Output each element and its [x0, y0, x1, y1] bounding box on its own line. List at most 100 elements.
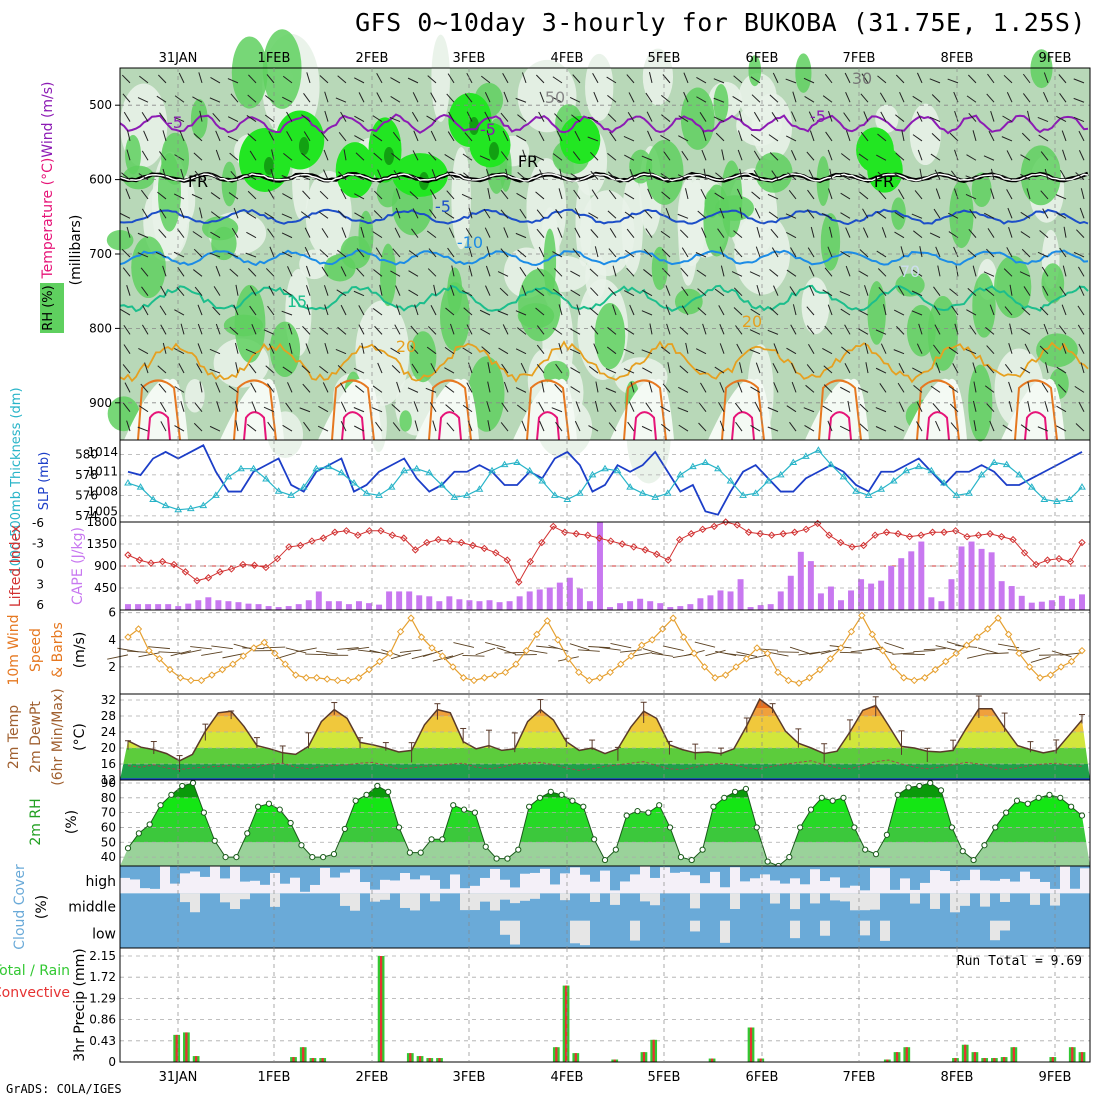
wind-barb — [213, 286, 221, 296]
lifted-index-point — [1078, 538, 1086, 547]
rh-point — [406, 849, 413, 856]
lifted-index-point — [342, 527, 351, 535]
wind-barb — [340, 111, 347, 122]
wind-barb — [929, 78, 941, 84]
wind-barb — [536, 267, 545, 277]
wind-barb — [281, 310, 293, 316]
wind-barb — [587, 116, 599, 123]
wind-barb — [627, 421, 635, 432]
wind-barb — [1007, 207, 1013, 219]
wind-speed-point — [858, 611, 866, 620]
legend-rain: Total / Rain — [0, 963, 70, 979]
wind-barb-10m — [107, 654, 129, 660]
lifted-index-point — [767, 531, 776, 539]
wind-barb — [738, 110, 743, 122]
rh-moist-area — [1030, 49, 1053, 89]
wind-barb — [515, 97, 527, 103]
wind-barb — [623, 368, 635, 374]
wind-barb — [609, 228, 617, 238]
thickness-point — [751, 489, 760, 496]
y-tick-label-left: 3 — [36, 578, 44, 592]
wind-barb — [173, 193, 185, 200]
wind-barb — [911, 310, 923, 316]
cape-bar — [647, 601, 654, 610]
wind-barb — [193, 248, 203, 258]
wind-barb — [410, 325, 419, 335]
lifted-index-point — [480, 544, 489, 553]
wind-barb — [967, 249, 977, 258]
cloud-level-label: low — [92, 927, 116, 943]
wind-barb — [685, 188, 689, 200]
wind-barb — [157, 365, 167, 374]
wind-barb — [606, 346, 617, 355]
wind-barb — [288, 323, 293, 335]
wind-barb — [196, 363, 203, 374]
thickness-point — [827, 460, 835, 468]
wind-speed-point — [889, 663, 898, 671]
wind-barb — [430, 304, 437, 316]
wind-barb — [209, 368, 221, 374]
thickness-point — [1078, 483, 1086, 490]
cloud-mid-gap — [980, 893, 990, 907]
temp-contour-20 — [119, 340, 1089, 384]
cloud-high-cell — [750, 866, 760, 879]
rh-point — [753, 824, 760, 831]
wind-barb — [319, 365, 329, 374]
wind-barb — [803, 77, 815, 84]
wind-barb — [411, 363, 419, 374]
wind-barb — [968, 112, 977, 122]
rh-moist-area — [107, 396, 140, 432]
rh-point — [1078, 812, 1086, 819]
wind-barb — [700, 382, 707, 393]
wind-barb — [696, 77, 707, 84]
cloud-low-gap — [570, 920, 580, 944]
wind-barb — [287, 266, 293, 277]
wind-barb — [515, 310, 527, 316]
wind-barb — [665, 285, 671, 296]
rh-dry-area — [185, 379, 205, 413]
cloud-high-cell — [720, 866, 730, 888]
wind-barb — [394, 324, 401, 335]
wind-speed-point — [1015, 649, 1023, 658]
wind-barb — [987, 73, 995, 84]
wind-barb — [1020, 173, 1031, 181]
wind-barb-10m — [599, 646, 621, 651]
wind-barb — [432, 420, 437, 432]
rh-point — [927, 779, 934, 787]
y-tick-label: 1.29 — [89, 991, 116, 1005]
wind-barb — [1008, 227, 1013, 238]
wind-barb — [713, 78, 725, 84]
wind-barb — [373, 345, 383, 355]
wind-barb — [122, 267, 131, 277]
wind-barb — [570, 367, 581, 374]
wind-barb — [123, 344, 131, 354]
wind-barb — [608, 287, 617, 297]
cape-bar — [155, 604, 162, 610]
rh-moist-area — [234, 284, 266, 363]
wind-barb — [714, 366, 725, 374]
wind-barb-10m — [736, 651, 758, 658]
wind-barb — [395, 188, 401, 200]
wind-barb-10m — [170, 650, 192, 657]
wind-barb — [267, 305, 275, 316]
precip-convective-bar — [311, 1058, 315, 1062]
cloud-high-cell — [980, 866, 990, 881]
wind-barb — [354, 115, 365, 123]
wind-speed-point — [438, 652, 447, 660]
wind-barb — [574, 420, 581, 432]
cape-bar — [697, 598, 704, 610]
rh-point — [1057, 794, 1064, 801]
wind-barb — [824, 73, 833, 84]
wind-barb — [593, 343, 599, 354]
thickness-point — [500, 460, 509, 468]
wind-barb — [408, 173, 419, 181]
wind-barb — [535, 191, 545, 200]
wind-barb — [552, 251, 563, 258]
wind-barb — [551, 96, 563, 103]
lifted-index-point — [951, 527, 960, 535]
thickness-point — [626, 483, 634, 490]
rh-moist-area — [131, 236, 166, 299]
wind-barb — [539, 91, 545, 103]
wind-barb — [376, 92, 383, 103]
lifted-index-point — [549, 522, 557, 531]
